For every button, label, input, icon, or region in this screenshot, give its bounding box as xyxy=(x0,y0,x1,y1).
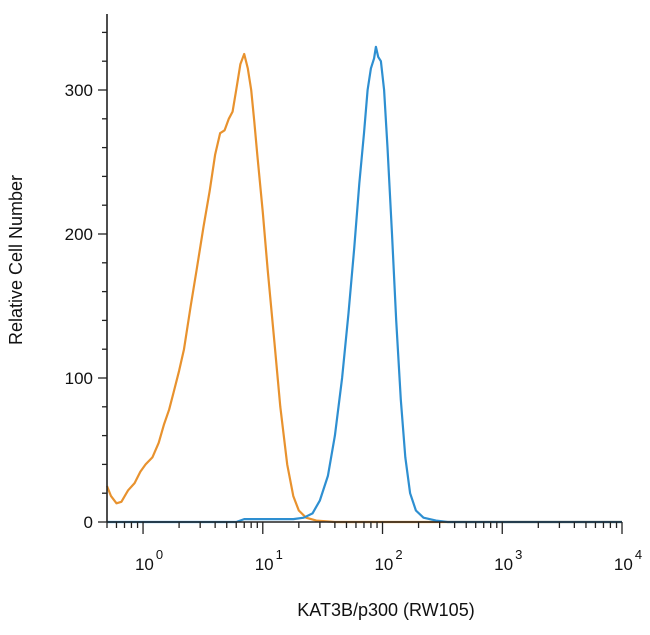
x-tick-base: 10 xyxy=(494,555,513,574)
x-tick-label: 101 xyxy=(255,547,283,574)
series-layer xyxy=(105,45,622,524)
y-tick-label: 200 xyxy=(65,225,93,244)
x-tick-label: 100 xyxy=(135,547,163,574)
y-tick-label: 0 xyxy=(84,513,93,532)
x-tick-base: 10 xyxy=(614,555,633,574)
x-tick-exponent: 1 xyxy=(276,547,283,562)
y-tick-label: 300 xyxy=(65,81,93,100)
x-tick-exponent: 0 xyxy=(156,547,163,562)
y-axis-title: Relative Cell Number xyxy=(6,175,26,345)
y-ticks: 0 100 200 300 xyxy=(65,31,107,532)
x-tick-exponent: 3 xyxy=(515,547,522,562)
histogram-series-1 xyxy=(105,52,622,524)
x-tick-base: 10 xyxy=(255,555,274,574)
x-tick-base: 10 xyxy=(374,555,393,574)
x-axis-title: KAT3B/p300 (RW105) xyxy=(297,600,474,620)
y-tick-label: 100 xyxy=(65,369,93,388)
x-tick-exponent: 2 xyxy=(395,547,402,562)
x-tick-base: 10 xyxy=(135,555,154,574)
x-tick-label: 103 xyxy=(494,547,522,574)
x-tick-label: 102 xyxy=(374,547,402,574)
histogram-series-2 xyxy=(107,45,622,524)
x-tick-exponent: 4 xyxy=(635,547,642,562)
x-tick-label: 104 xyxy=(614,547,642,574)
